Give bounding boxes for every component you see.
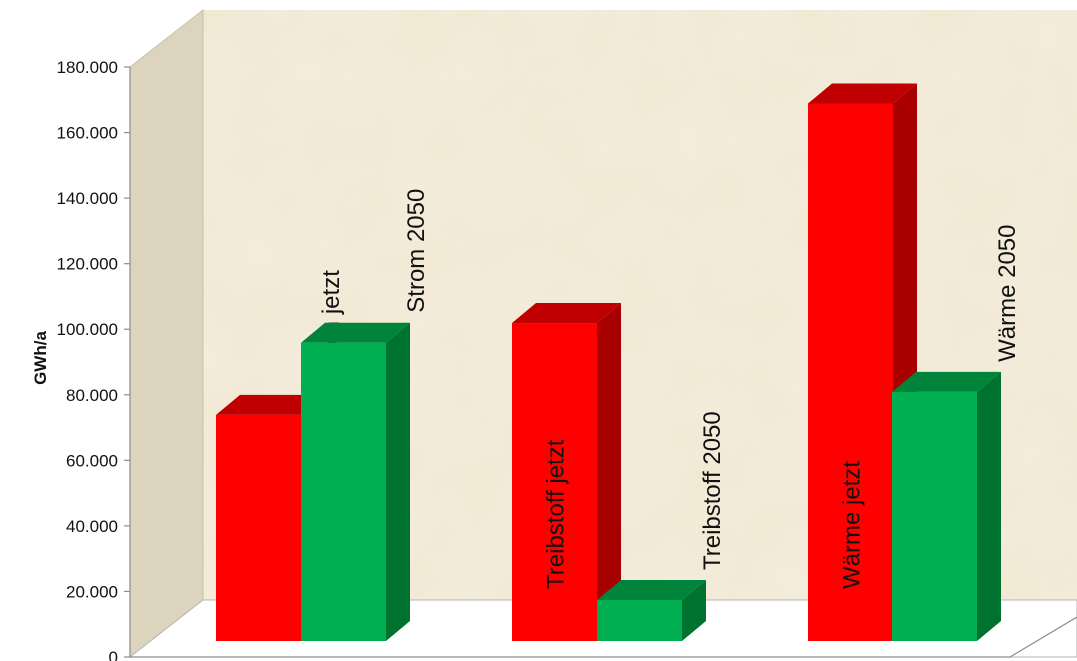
- y-tick-label: 80.000: [66, 386, 118, 405]
- bar-top: [301, 322, 410, 343]
- bar-front: [892, 391, 977, 641]
- y-tick-label: 120.000: [57, 255, 118, 274]
- bar-label: Strom 2050: [403, 189, 430, 313]
- floor-edge-line: [1009, 616, 1077, 658]
- y-tick-label: 180.000: [57, 58, 118, 77]
- bar-top: [808, 83, 917, 104]
- y-tick-label: 40.000: [66, 517, 118, 536]
- bar: Treibstoff 2050: [597, 411, 726, 641]
- y-tick-label: 60.000: [66, 451, 118, 470]
- bar-side: [682, 580, 706, 641]
- bar-label: Wärme jetzt: [839, 461, 866, 589]
- bar: Treibstoff jetzt: [512, 303, 621, 641]
- bar-label: Treibstoff jetzt: [543, 439, 570, 589]
- bar-top: [597, 580, 706, 601]
- y-tick-label: 160.000: [57, 124, 118, 143]
- bar: Strom 2050: [301, 189, 430, 641]
- y-tick-label: 20.000: [66, 582, 118, 601]
- bar-front: [808, 103, 893, 641]
- y-axis-title: GWh/a: [31, 331, 50, 385]
- bar-front: [512, 323, 597, 641]
- bar-top: [512, 303, 621, 324]
- bar-top: [892, 371, 1001, 392]
- y-tick-label: 140.000: [57, 189, 118, 208]
- y-tick-label: 100.000: [57, 320, 118, 339]
- side-wall: [129, 8, 204, 659]
- y-tick-label: 0: [109, 648, 118, 661]
- bar-side: [597, 303, 621, 641]
- bar-label: Wärme 2050: [994, 224, 1021, 361]
- bar-side: [977, 371, 1001, 641]
- bar-top: [216, 394, 325, 415]
- bar-label: Treibstoff 2050: [699, 411, 726, 570]
- y-axis: 0 20.000 40.000 60.000 80.000 100.000 120.000 1…: [57, 58, 131, 661]
- bar-side: [386, 322, 410, 641]
- bar-front: [301, 342, 386, 641]
- bar-front: [216, 414, 301, 641]
- bar-front: [597, 600, 682, 641]
- bar: Wärme 2050: [892, 224, 1021, 641]
